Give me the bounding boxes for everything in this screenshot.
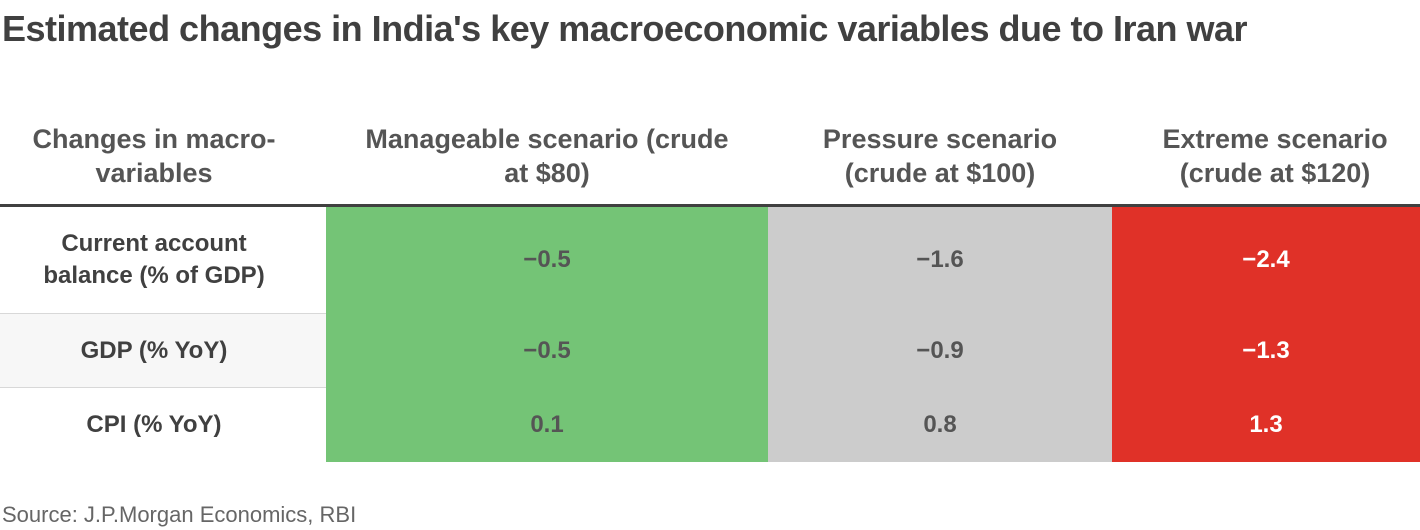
- cell-manageable: −0.5: [326, 207, 768, 313]
- column-header-manageable: Manageable scenario (crude at $80): [365, 124, 729, 188]
- column-header-variables: Changes in macro-variables: [32, 124, 276, 188]
- cell-extreme: −2.4: [1112, 207, 1420, 313]
- column-header-pressure: Pressure scenario (crude at $100): [822, 124, 1058, 188]
- column-header-extreme: Extreme scenario (crude at $120): [1162, 124, 1388, 188]
- table-header: Changes in macro-variables Manageable sc…: [0, 110, 1420, 207]
- source-note: Source: J.P.Morgan Economics, RBI: [2, 502, 357, 527]
- scenario-table: Changes in macro-variables Manageable sc…: [0, 110, 1420, 462]
- table-row: GDP (% YoY) −0.5 −0.9 −1.3: [0, 313, 1420, 388]
- cell-pressure: −0.9: [768, 313, 1112, 388]
- cell-manageable: −0.5: [326, 313, 768, 388]
- row-label: Current account balance (% of GDP): [43, 230, 265, 289]
- table-row: CPI (% YoY) 0.1 0.8 1.3: [0, 387, 1420, 462]
- cell-pressure: 0.8: [768, 387, 1112, 462]
- row-label: CPI (% YoY): [86, 411, 222, 438]
- cell-extreme: 1.3: [1112, 387, 1420, 462]
- table-row: Current account balance (% of GDP) −0.5 …: [0, 207, 1420, 314]
- row-label: GDP (% YoY): [80, 336, 228, 364]
- cell-pressure: −1.6: [768, 207, 1112, 313]
- chart-title: Estimated changes in India's key macroec…: [2, 8, 1248, 49]
- cell-manageable: 0.1: [326, 387, 768, 462]
- cell-extreme: −1.3: [1112, 313, 1420, 388]
